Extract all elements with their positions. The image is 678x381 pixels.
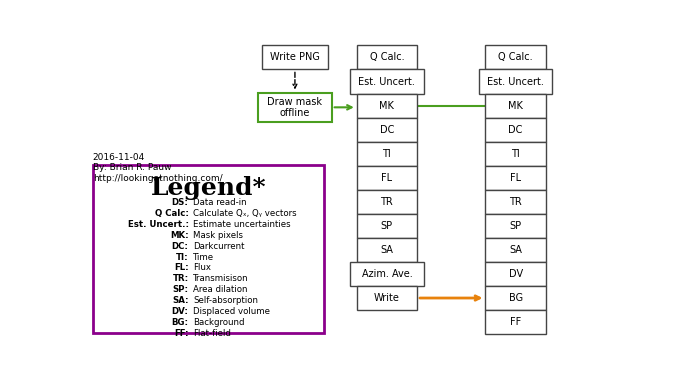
FancyBboxPatch shape <box>357 286 417 310</box>
Text: BG:: BG: <box>172 318 188 327</box>
Text: Q Calc.: Q Calc. <box>498 53 533 62</box>
Text: FF:: FF: <box>174 328 188 338</box>
Text: TR: TR <box>509 197 522 207</box>
Text: TI: TI <box>511 149 520 158</box>
Text: Area dilation: Area dilation <box>193 285 247 294</box>
FancyBboxPatch shape <box>485 45 546 69</box>
Text: MK: MK <box>508 101 523 110</box>
Text: FL:: FL: <box>174 263 188 272</box>
Text: Q Calc:: Q Calc: <box>155 209 188 218</box>
Text: FF: FF <box>510 317 521 327</box>
Text: Est. Uncert.: Est. Uncert. <box>487 77 544 86</box>
FancyBboxPatch shape <box>485 286 546 310</box>
Text: Data read-in: Data read-in <box>193 198 247 207</box>
Text: Flux: Flux <box>193 263 212 272</box>
FancyBboxPatch shape <box>262 45 327 69</box>
FancyBboxPatch shape <box>485 94 546 118</box>
FancyBboxPatch shape <box>485 238 546 262</box>
Text: SP: SP <box>381 221 393 231</box>
Text: BG: BG <box>508 293 523 303</box>
FancyBboxPatch shape <box>485 190 546 214</box>
Text: Self-absorption: Self-absorption <box>193 296 258 305</box>
Text: TR: TR <box>380 197 393 207</box>
Text: Est. Uncert.:: Est. Uncert.: <box>127 220 188 229</box>
Text: Transmisison: Transmisison <box>193 274 249 283</box>
Text: Mask pixels: Mask pixels <box>193 231 243 240</box>
Text: DC: DC <box>380 125 394 134</box>
Text: Time: Time <box>193 253 214 261</box>
Text: Legend*: Legend* <box>151 176 266 200</box>
Text: TI: TI <box>382 149 391 158</box>
Text: MK:: MK: <box>170 231 188 240</box>
FancyBboxPatch shape <box>485 118 546 142</box>
Text: Est. Uncert.: Est. Uncert. <box>359 77 416 86</box>
FancyBboxPatch shape <box>350 262 424 286</box>
Text: Draw mask
offline: Draw mask offline <box>267 96 323 118</box>
Text: Flat-field: Flat-field <box>193 328 231 338</box>
FancyBboxPatch shape <box>485 262 546 286</box>
Text: Azim. Ave.: Azim. Ave. <box>361 269 412 279</box>
Text: Q Calc.: Q Calc. <box>370 53 404 62</box>
Text: SP: SP <box>510 221 521 231</box>
Text: Estimate uncertainties: Estimate uncertainties <box>193 220 291 229</box>
Text: TR:: TR: <box>172 274 188 283</box>
Text: DC: DC <box>508 125 523 134</box>
FancyBboxPatch shape <box>258 93 332 122</box>
Text: DV: DV <box>508 269 523 279</box>
FancyBboxPatch shape <box>357 166 417 190</box>
Text: SP:: SP: <box>173 285 188 294</box>
FancyBboxPatch shape <box>357 142 417 166</box>
Text: Write PNG: Write PNG <box>270 53 320 62</box>
Text: MK: MK <box>380 101 395 110</box>
FancyBboxPatch shape <box>485 142 546 166</box>
Text: 2016-11-04
By: Brian R. Pauw
http://lookingatnothing.com/: 2016-11-04 By: Brian R. Pauw http://look… <box>93 153 222 182</box>
Text: DV:: DV: <box>172 307 188 316</box>
FancyBboxPatch shape <box>357 45 417 69</box>
Text: Write: Write <box>374 293 400 303</box>
Text: FL: FL <box>510 173 521 183</box>
Text: SA: SA <box>509 245 522 255</box>
Text: TI:: TI: <box>176 253 188 261</box>
Text: Calculate Qₓ, Qᵧ vectors: Calculate Qₓ, Qᵧ vectors <box>193 209 297 218</box>
Text: Background: Background <box>193 318 245 327</box>
Text: Darkcurrent: Darkcurrent <box>193 242 245 251</box>
Text: DC:: DC: <box>172 242 188 251</box>
FancyBboxPatch shape <box>357 190 417 214</box>
Text: FL: FL <box>381 173 393 183</box>
FancyBboxPatch shape <box>479 69 553 94</box>
FancyBboxPatch shape <box>357 238 417 262</box>
FancyBboxPatch shape <box>357 214 417 238</box>
FancyBboxPatch shape <box>485 214 546 238</box>
Text: SA:: SA: <box>172 296 188 305</box>
FancyBboxPatch shape <box>357 118 417 142</box>
FancyBboxPatch shape <box>350 69 424 94</box>
Text: Displaced volume: Displaced volume <box>193 307 271 316</box>
Text: SA: SA <box>380 245 393 255</box>
FancyBboxPatch shape <box>485 166 546 190</box>
FancyBboxPatch shape <box>485 310 546 334</box>
FancyBboxPatch shape <box>357 94 417 118</box>
Text: DS:: DS: <box>172 198 188 207</box>
FancyBboxPatch shape <box>93 165 324 333</box>
